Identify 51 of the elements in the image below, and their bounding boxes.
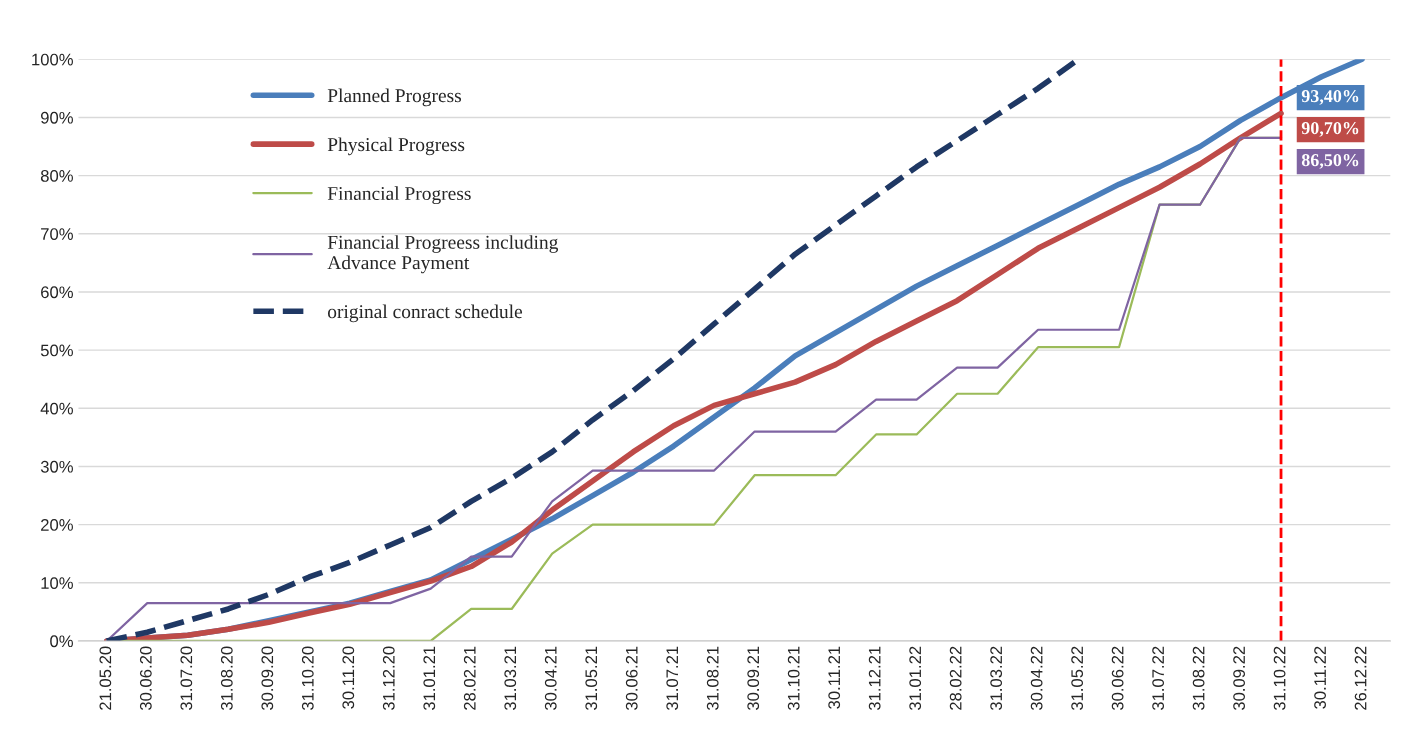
x-tick-label: 31.08.22	[1192, 646, 1205, 711]
y-tick-label: 40%	[40, 402, 73, 415]
legend-label: Financial Progreess including Advance Payment	[327, 235, 559, 274]
x-tick-label: 31.05.22	[1071, 646, 1084, 711]
x-tick-label: 31.07.22	[1152, 646, 1165, 711]
x-tick-label: 31.03.21	[504, 646, 517, 711]
x-tick-label: 28.02.22	[949, 646, 962, 710]
y-tick-label: 60%	[41, 286, 73, 299]
x-tick-label: 30.09.22	[1233, 646, 1246, 711]
legend-label: Planned Progress	[327, 88, 462, 107]
x-tick-label: 30.04.22	[1030, 646, 1043, 711]
x-tick-label: 30.11.20	[342, 646, 355, 709]
legend-label: Physical Progress	[327, 137, 465, 156]
x-tick-label: 31.12.21	[868, 646, 881, 711]
y-tick-label: 0%	[50, 635, 73, 648]
x-tick-label: 31.05.21	[585, 646, 598, 711]
y-tick-label: 80%	[40, 170, 73, 182]
x-tick-label: 21.05.20	[99, 646, 112, 710]
x-tick-label: 30.06.20	[139, 646, 152, 711]
legend-label: original conract schedule	[327, 304, 523, 323]
legend-label: Financial Progress	[327, 186, 471, 205]
y-tick-label: 70%	[41, 228, 73, 240]
data-label: 86,50%	[1301, 153, 1359, 169]
x-tick-label: 31.08.21	[706, 646, 719, 711]
x-tick-label: 30.11.22	[1314, 646, 1326, 709]
x-tick-label: 31.01.21	[423, 646, 436, 711]
y-tick-label: 50%	[40, 344, 73, 357]
y-tick-label: 30%	[40, 460, 73, 473]
x-tick-label: 26.12.22	[1354, 646, 1367, 710]
x-tick-label: 31.03.22	[990, 646, 1003, 711]
data-label: 93,40%	[1301, 90, 1359, 105]
x-tick-label: 31.08.20	[220, 646, 233, 711]
x-tick-label: 31.01.22	[909, 646, 922, 711]
y-tick-label: 100%	[32, 53, 73, 66]
y-tick-label: 20%	[41, 519, 73, 531]
x-tick-label: 31.10.21	[787, 646, 800, 711]
x-tick-label: 30.06.22	[1111, 646, 1124, 711]
x-tick-label: 31.12.20	[382, 646, 395, 711]
x-tick-label: 31.10.20	[301, 646, 314, 711]
x-tick-label: 30.06.21	[625, 646, 638, 711]
y-tick-label: 10%	[41, 577, 73, 589]
x-tick-label: 31.07.20	[180, 646, 193, 711]
y-tick-label: 90%	[40, 111, 73, 124]
x-tick-label: 30.09.20	[261, 646, 274, 711]
x-tick-label: 31.10.22	[1273, 646, 1286, 711]
data-label: 90,70%	[1301, 122, 1359, 137]
x-tick-label: 28.02.21	[463, 646, 476, 710]
x-tick-label: 31.07.21	[666, 646, 679, 711]
x-tick-label: 30.09.21	[747, 646, 760, 711]
x-tick-label: 30.11.21	[828, 646, 841, 709]
x-tick-label: 30.04.21	[544, 646, 557, 711]
